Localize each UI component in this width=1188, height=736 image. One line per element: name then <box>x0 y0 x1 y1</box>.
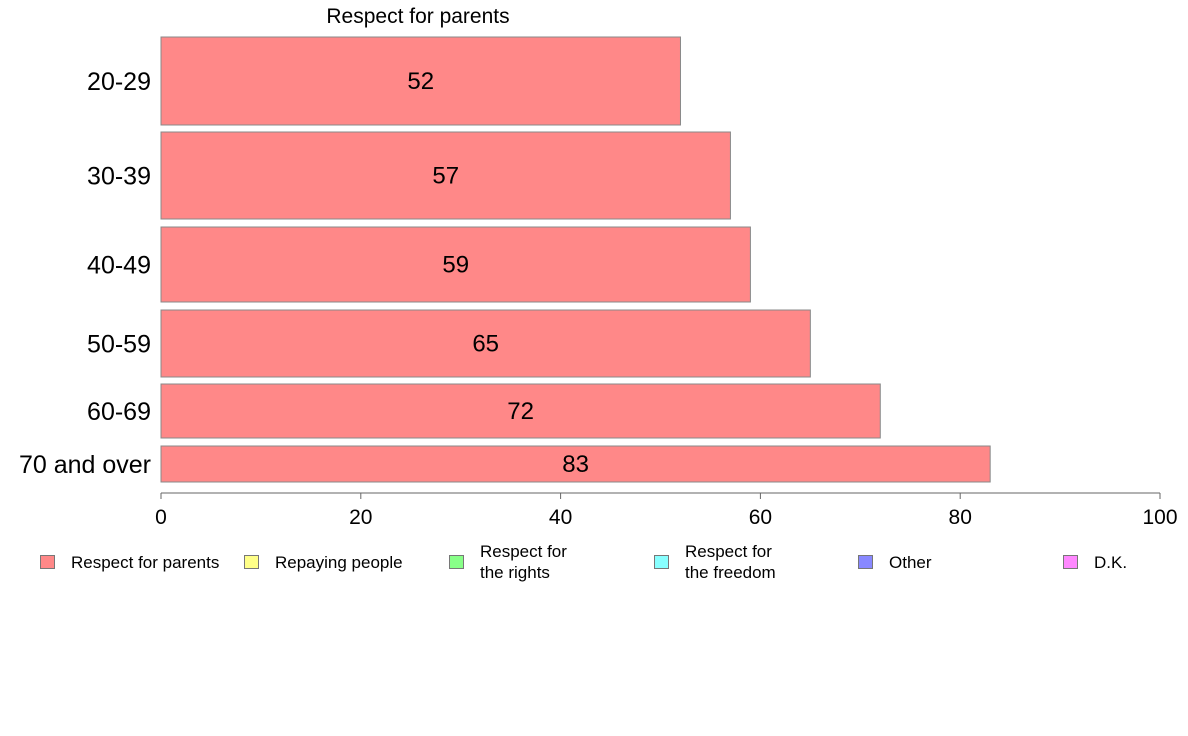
bar-20-29 <box>160 36 681 126</box>
chart-title: Respect for parents <box>326 5 509 28</box>
category-label: 50-59 <box>87 331 151 359</box>
legend-item-other: Other <box>858 540 932 584</box>
legend-label: Respect for parents <box>71 552 220 572</box>
bar-value-label: 65 <box>472 331 499 358</box>
legend-label: D.K. <box>1094 552 1128 572</box>
x-tick-label: 20 <box>349 506 372 529</box>
bar-value-label: 72 <box>507 398 534 425</box>
category-label: 40-49 <box>87 252 151 280</box>
bar-40-49 <box>160 226 751 303</box>
x-tick-label: 60 <box>749 506 772 529</box>
legend: Respect for parents Repaying people Resp… <box>0 540 1188 590</box>
legend-label: Repaying people <box>275 552 403 572</box>
bar-50-59 <box>160 309 811 378</box>
legend-item-respect-for-the-freedom: Respect for the freedom <box>654 540 776 584</box>
x-tick-label: 100 <box>1142 506 1177 529</box>
bar-60-69 <box>160 383 881 439</box>
legend-swatch <box>858 555 873 569</box>
x-tick-label: 80 <box>949 506 972 529</box>
legend-swatch <box>654 555 669 569</box>
legend-item-dk: D.K. <box>1063 540 1127 584</box>
legend-swatch <box>244 555 259 569</box>
legend-swatch <box>1063 555 1078 569</box>
category-label: 60-69 <box>87 398 151 426</box>
bar-value-label: 59 <box>442 252 469 279</box>
category-label: 30-39 <box>87 163 151 191</box>
legend-item-respect-for-the-rights: Respect for the rights <box>449 540 567 584</box>
legend-label: Other <box>889 552 932 572</box>
bar-30-39 <box>160 131 731 220</box>
legend-swatch <box>40 555 55 569</box>
bars-group: 52 20-29 57 30-39 59 40-49 65 50-59 72 60-69 83 70 … <box>19 36 991 483</box>
x-tick-label: 0 <box>155 506 167 529</box>
legend-label: Respect for the freedom <box>685 542 776 582</box>
bar-value-label: 57 <box>432 163 459 190</box>
bar-value-label: 52 <box>407 68 434 95</box>
x-tick-label: 40 <box>549 506 572 529</box>
category-label: 20-29 <box>87 68 151 96</box>
bar-70-and-over <box>160 445 991 483</box>
category-label: 70 and over <box>19 451 151 479</box>
legend-item-repaying-people: Repaying people <box>244 540 403 584</box>
legend-swatch <box>449 555 464 569</box>
x-axis: 0 20 40 60 80 100 <box>155 492 1178 529</box>
legend-label: Respect for the rights <box>480 542 567 582</box>
bar-chart: Respect for parents 52 20-29 57 30-39 59 40-4… <box>19 5 1178 529</box>
bar-value-label: 83 <box>562 451 589 478</box>
legend-item-respect-for-parents: Respect for parents <box>40 540 219 584</box>
